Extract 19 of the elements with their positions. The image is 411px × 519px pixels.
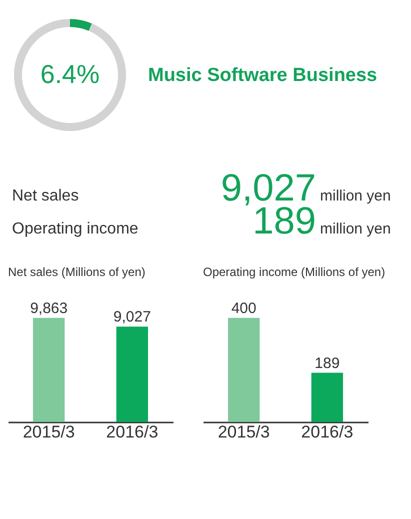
data-label: 400 (231, 300, 256, 317)
x-tick-label: 2016/3 (301, 422, 354, 442)
chart-title: Operating income (Millions of yen) (203, 265, 386, 279)
text: Net sales (12, 188, 79, 204)
donut-slice (70, 19, 92, 31)
data-label: 9,863 (30, 300, 68, 317)
text: million yen (320, 220, 391, 238)
data-label: 189 (314, 354, 340, 372)
x-tick-label: 2016/3 (106, 422, 158, 442)
text: Music Software Business (148, 65, 378, 86)
text: million yen (320, 188, 391, 204)
chart-title: Net sales (Millions of yen) (8, 265, 146, 279)
data-label: 9,027 (113, 308, 151, 326)
data-label: 6.4% (40, 59, 100, 89)
text: Operating income (12, 220, 138, 238)
x-tick-label: 2015/3 (218, 422, 270, 442)
x-tick-label: 2015/3 (22, 422, 75, 442)
text: 189 (252, 200, 316, 242)
donut-slice (14, 19, 126, 131)
